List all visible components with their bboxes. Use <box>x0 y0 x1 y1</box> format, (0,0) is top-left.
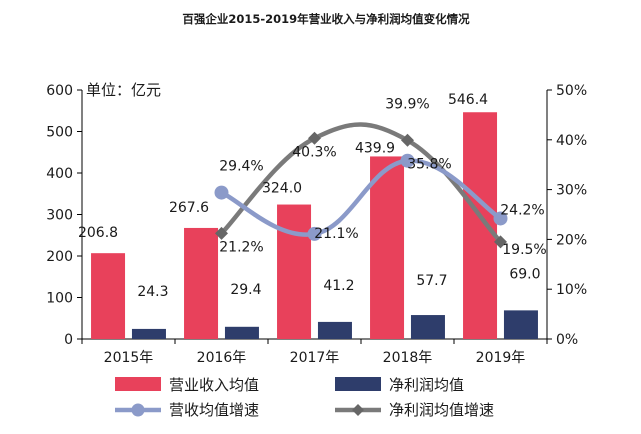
bar <box>410 315 445 339</box>
legend-label: 营业收入均值 <box>169 376 259 394</box>
left-tick-label: 600 <box>46 83 73 99</box>
bar-data-label: 29.4 <box>230 282 261 298</box>
bar-data-label: 546.4 <box>448 92 488 108</box>
right-tick-label: 20% <box>556 232 587 248</box>
legend-marker <box>131 403 145 417</box>
legend-swatch <box>115 377 161 391</box>
unit-label: 单位：亿元 <box>86 81 161 99</box>
line-point <box>307 226 322 241</box>
axes: 0 100 200 300 400 500 600 0% 10% 20% 30% 40% 50% 2015… <box>46 83 587 366</box>
right-tick-label: 50% <box>556 83 587 99</box>
bar <box>91 253 126 339</box>
x-tick-label: 2019年 <box>476 350 526 366</box>
bar-data-label: 439.9 <box>355 140 395 156</box>
bar-data-label: 69.0 <box>509 266 540 282</box>
line-point <box>215 226 228 240</box>
line-data-label: 21.1% <box>314 226 358 242</box>
left-tick-label: 400 <box>46 166 73 182</box>
legend-marker <box>352 404 364 416</box>
bar <box>184 227 219 339</box>
bar-data-label: 267.6 <box>169 200 209 216</box>
bar-data-label: 206.8 <box>78 225 118 241</box>
bar <box>224 326 259 339</box>
right-tick-label: 30% <box>556 183 587 199</box>
bar-data-label: 41.2 <box>323 278 354 294</box>
line-point <box>494 235 507 249</box>
left-tick-label: 0 <box>64 332 73 348</box>
legend-label: 净利润均值 <box>389 376 464 394</box>
bar-data-label: 24.3 <box>137 284 168 300</box>
x-tick-label: 2017年 <box>290 350 340 366</box>
x-tick-label: 2016年 <box>197 350 247 366</box>
right-tick-label: 10% <box>556 282 587 298</box>
line-data-label: 40.3% <box>292 144 336 160</box>
right-tick-label: 0% <box>556 332 578 348</box>
x-tick-label: 2015年 <box>104 350 154 366</box>
left-tick-label: 300 <box>46 208 73 224</box>
line-point <box>308 131 321 145</box>
bar <box>317 321 352 339</box>
series-line <box>219 122 503 245</box>
x-tick-label: 2018年 <box>383 350 433 366</box>
lines <box>214 122 508 249</box>
line-point <box>493 211 508 226</box>
left-tick-label: 100 <box>46 291 73 307</box>
line-data-label: 39.9% <box>385 96 429 112</box>
data-labels: 206.8 267.6 324.0 439.9 546.4 24.3 29.4 41.2 57.… <box>78 92 547 300</box>
left-tick-label: 200 <box>46 249 73 265</box>
bar <box>370 156 405 339</box>
bar-data-label: 324.0 <box>262 181 302 197</box>
bar <box>503 310 538 339</box>
left-tick-label: 500 <box>46 125 73 141</box>
line-point <box>400 153 415 168</box>
bar <box>463 112 498 339</box>
chart-title: 百强企业2015-2019年营业收入与净利润均值变化情况 <box>182 12 470 26</box>
bar <box>277 204 312 339</box>
line-point <box>214 185 229 200</box>
series-line <box>219 158 503 237</box>
legend-label: 净利润均值增速 <box>389 401 494 419</box>
bar-data-label: 57.7 <box>416 273 447 289</box>
line-data-label: 24.2% <box>500 202 544 218</box>
legend-label: 营收均值增速 <box>169 401 259 419</box>
right-tick-label: 40% <box>556 133 587 149</box>
bars <box>91 112 538 339</box>
legend-swatch <box>335 377 381 391</box>
line-data-label: 29.4% <box>219 159 263 175</box>
line-point <box>401 133 414 147</box>
line-data-label: 35.8% <box>407 157 451 173</box>
bar <box>131 328 166 339</box>
line-data-label: 19.5% <box>502 242 546 258</box>
line-data-label: 21.2% <box>219 239 263 255</box>
